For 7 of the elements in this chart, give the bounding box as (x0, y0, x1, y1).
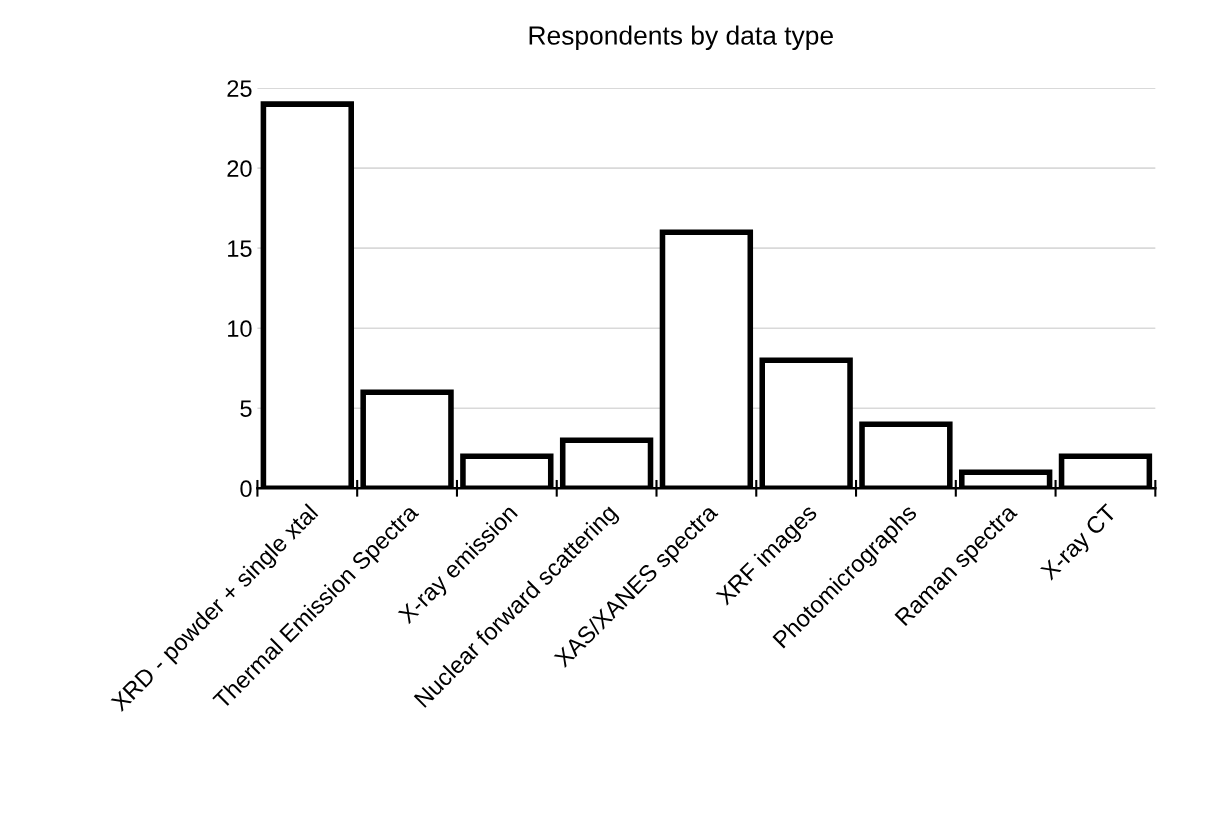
y-tick-label: 10 (228, 320, 252, 337)
y-tick-label: 5 (240, 400, 252, 418)
y-tick-label: 25 (227, 80, 252, 97)
y-tick-label: 15 (228, 240, 252, 257)
y-tick-label: 20 (227, 160, 252, 177)
chart-title: Respondents by data type (529, 25, 833, 51)
y-tick-label: 0 (240, 480, 252, 498)
